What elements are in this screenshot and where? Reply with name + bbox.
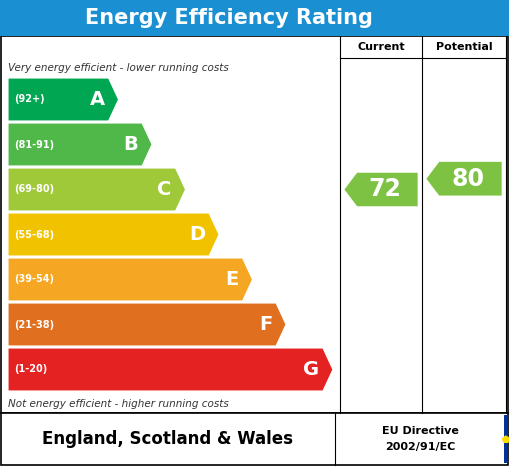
Polygon shape	[8, 213, 219, 256]
Text: Very energy efficient - lower running costs: Very energy efficient - lower running co…	[8, 63, 229, 73]
Text: (21-38): (21-38)	[14, 319, 54, 330]
Text: C: C	[157, 180, 172, 199]
Text: 2002/91/EC: 2002/91/EC	[385, 442, 456, 452]
Polygon shape	[8, 303, 286, 346]
Polygon shape	[8, 258, 252, 301]
Polygon shape	[8, 168, 186, 211]
Text: (55-68): (55-68)	[14, 229, 54, 240]
Text: Not energy efficient - higher running costs: Not energy efficient - higher running co…	[8, 399, 229, 409]
Bar	[0, 0, 509, 36]
Text: Energy Efficiency Rating: Energy Efficiency Rating	[85, 8, 373, 28]
Text: (39-54): (39-54)	[14, 275, 54, 284]
Text: Potential: Potential	[436, 42, 492, 52]
Text: (92+): (92+)	[14, 94, 45, 105]
Text: G: G	[303, 360, 319, 379]
Polygon shape	[8, 78, 119, 121]
Bar	[1, 413, 508, 465]
Text: 80: 80	[451, 167, 485, 191]
Text: EU Directive: EU Directive	[382, 426, 459, 436]
Text: B: B	[123, 135, 138, 154]
Text: Current: Current	[357, 42, 405, 52]
Text: F: F	[259, 315, 272, 334]
Text: 72: 72	[369, 177, 402, 201]
Text: E: E	[225, 270, 239, 289]
Text: A: A	[90, 90, 104, 109]
Text: (1-20): (1-20)	[14, 365, 47, 375]
Polygon shape	[426, 162, 502, 196]
Text: England, Scotland & Wales: England, Scotland & Wales	[42, 430, 293, 448]
Polygon shape	[344, 172, 418, 207]
Text: (81-91): (81-91)	[14, 140, 54, 149]
Bar	[1, 36, 508, 413]
Bar	[504, 415, 507, 463]
Polygon shape	[8, 123, 152, 166]
Text: D: D	[189, 225, 205, 244]
Polygon shape	[8, 348, 333, 391]
Text: (69-80): (69-80)	[14, 184, 54, 194]
